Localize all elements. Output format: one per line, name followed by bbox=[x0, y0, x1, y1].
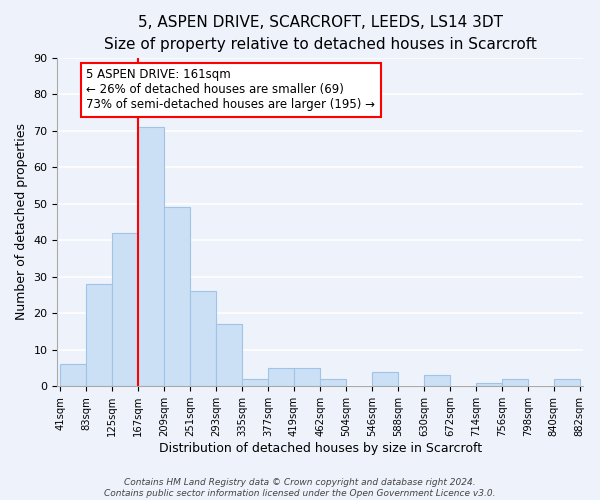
Bar bbox=[112, 233, 138, 386]
Bar bbox=[268, 368, 294, 386]
Bar bbox=[138, 127, 164, 386]
Bar bbox=[190, 292, 216, 386]
Bar bbox=[86, 284, 112, 386]
Bar bbox=[320, 379, 346, 386]
Text: Contains HM Land Registry data © Crown copyright and database right 2024.
Contai: Contains HM Land Registry data © Crown c… bbox=[104, 478, 496, 498]
Bar bbox=[476, 382, 502, 386]
X-axis label: Distribution of detached houses by size in Scarcroft: Distribution of detached houses by size … bbox=[158, 442, 482, 455]
Bar bbox=[424, 376, 450, 386]
Bar bbox=[554, 379, 580, 386]
Y-axis label: Number of detached properties: Number of detached properties bbox=[15, 124, 28, 320]
Text: 5 ASPEN DRIVE: 161sqm
← 26% of detached houses are smaller (69)
73% of semi-deta: 5 ASPEN DRIVE: 161sqm ← 26% of detached … bbox=[86, 68, 376, 112]
Bar bbox=[164, 208, 190, 386]
Bar bbox=[294, 368, 320, 386]
Title: 5, ASPEN DRIVE, SCARCROFT, LEEDS, LS14 3DT
Size of property relative to detached: 5, ASPEN DRIVE, SCARCROFT, LEEDS, LS14 3… bbox=[104, 15, 536, 52]
Bar bbox=[242, 379, 268, 386]
Bar bbox=[61, 364, 86, 386]
Bar bbox=[502, 379, 528, 386]
Bar bbox=[372, 372, 398, 386]
Bar bbox=[216, 324, 242, 386]
